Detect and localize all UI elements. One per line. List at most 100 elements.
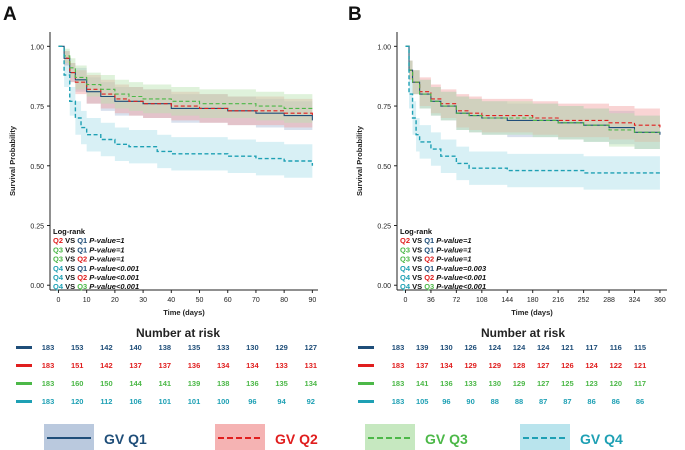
logrank-group-b: Q1 xyxy=(424,264,436,273)
risk-count: 86 xyxy=(636,397,644,406)
risk-count: 138 xyxy=(217,379,230,388)
y-tick-label: 0.50 xyxy=(30,164,44,171)
panel-a-label: A xyxy=(3,4,17,25)
logrank-row: Q4 VS Q2 P-value<0.001 xyxy=(53,273,139,282)
risk-title-b: Number at risk xyxy=(481,326,565,340)
risk-marker-q3 xyxy=(358,382,374,385)
logrank-row: Q4 VS Q1 P-value<0.001 xyxy=(53,264,139,273)
risk-count: 142 xyxy=(100,361,113,370)
risk-marker-q2 xyxy=(358,364,374,367)
risk-count: 88 xyxy=(515,397,523,406)
x-tick-label: 252 xyxy=(578,297,590,304)
risk-count: 87 xyxy=(563,397,571,406)
logrank-pvalue: P-value=1 xyxy=(89,255,124,264)
risk-count: 144 xyxy=(129,379,142,388)
risk-count: 139 xyxy=(188,379,201,388)
x-axis-label: Time (days) xyxy=(511,308,553,317)
logrank-vs: VS xyxy=(63,282,77,291)
risk-count: 183 xyxy=(392,379,405,388)
x-tick-label: 324 xyxy=(629,297,641,304)
risk-marker-q3 xyxy=(16,382,32,385)
risk-count: 153 xyxy=(71,343,84,352)
logrank-title: Log-rank xyxy=(400,227,433,236)
risk-count: 133 xyxy=(217,343,230,352)
risk-count: 90 xyxy=(466,397,474,406)
risk-count: 124 xyxy=(513,343,526,352)
logrank-group-a: Q4 xyxy=(53,264,64,273)
x-tick-label: 72 xyxy=(452,297,460,304)
logrank-pvalue: P-value<0.001 xyxy=(436,282,486,291)
risk-count: 151 xyxy=(71,361,84,370)
logrank-pvalue: P-value=1 xyxy=(89,245,124,254)
x-tick-label: 80 xyxy=(280,297,288,304)
x-tick-label: 288 xyxy=(603,297,615,304)
logrank-vs: VS xyxy=(410,273,424,282)
risk-count: 130 xyxy=(246,343,259,352)
risk-count: 121 xyxy=(634,361,647,370)
logrank-group-a: Q4 xyxy=(53,282,64,291)
risk-count: 117 xyxy=(634,379,646,388)
risk-count: 183 xyxy=(392,397,405,406)
risk-count: 117 xyxy=(586,343,598,352)
x-tick-label: 90 xyxy=(308,297,316,304)
risk-count: 125 xyxy=(561,379,574,388)
logrank-pvalue: P-value=1 xyxy=(436,236,471,245)
logrank-pvalue: P-value<0.001 xyxy=(89,264,139,273)
x-tick-label: 10 xyxy=(83,297,91,304)
logrank-group-a: Q4 xyxy=(400,264,411,273)
logrank-vs: VS xyxy=(410,245,424,254)
y-tick-label: 0.25 xyxy=(377,224,391,231)
logrank-vs: VS xyxy=(410,255,424,264)
risk-count: 136 xyxy=(246,379,259,388)
x-tick-label: 0 xyxy=(404,297,408,304)
x-tick-label: 360 xyxy=(654,297,666,304)
x-tick-label: 30 xyxy=(139,297,147,304)
logrank-group-a: Q3 xyxy=(53,255,63,264)
y-tick-label: 0.00 xyxy=(30,283,44,290)
risk-count: 136 xyxy=(188,361,201,370)
risk-count: 120 xyxy=(71,397,84,406)
risk-count: 88 xyxy=(491,397,499,406)
risk-count: 116 xyxy=(610,343,622,352)
risk-count: 142 xyxy=(100,343,113,352)
risk-count: 124 xyxy=(489,343,502,352)
x-tick-label: 216 xyxy=(552,297,564,304)
risk-count: 129 xyxy=(464,361,477,370)
risk-count: 112 xyxy=(100,397,112,406)
x-tick-label: 36 xyxy=(427,297,435,304)
logrank-vs: VS xyxy=(63,255,77,264)
ci-band-q3 xyxy=(405,46,660,150)
legend-label-q3: GV Q3 xyxy=(425,431,468,447)
y-tick-label: 0.50 xyxy=(377,164,391,171)
logrank-row: Q3 VS Q1 P-value=1 xyxy=(400,245,472,254)
risk-count: 130 xyxy=(440,343,453,352)
logrank-group-a: Q2 xyxy=(400,236,410,245)
risk-count: 121 xyxy=(561,343,574,352)
x-axis-label: Time (days) xyxy=(163,308,205,317)
risk-count: 130 xyxy=(489,379,502,388)
logrank-group-b: Q1 xyxy=(77,245,89,254)
risk-count: 160 xyxy=(71,379,84,388)
logrank-group-b: Q2 xyxy=(424,273,436,282)
survival-line-q2 xyxy=(58,45,313,116)
logrank-group-b: Q2 xyxy=(77,255,89,264)
logrank-row: Q3 VS Q1 P-value=1 xyxy=(53,245,125,254)
risk-count: 137 xyxy=(416,361,429,370)
logrank-row: Q2 VS Q1 P-value=1 xyxy=(400,236,472,245)
logrank-vs: VS xyxy=(410,236,424,245)
logrank-pvalue: P-value<0.001 xyxy=(89,273,139,282)
risk-count: 134 xyxy=(217,361,230,370)
risk-count: 139 xyxy=(416,343,429,352)
risk-count: 183 xyxy=(42,361,55,370)
risk-count: 129 xyxy=(489,361,502,370)
logrank-group-a: Q4 xyxy=(53,273,64,282)
ci-band-q4 xyxy=(58,46,313,183)
risk-count: 124 xyxy=(585,361,598,370)
y-axis-label: Survival Probability xyxy=(355,125,364,196)
survival-line-q3 xyxy=(58,45,313,111)
risk-count: 129 xyxy=(513,379,526,388)
legend-label-q1: GV Q1 xyxy=(104,431,147,447)
risk-count: 127 xyxy=(305,343,318,352)
logrank-row: Q3 VS Q2 P-value=1 xyxy=(400,255,472,264)
